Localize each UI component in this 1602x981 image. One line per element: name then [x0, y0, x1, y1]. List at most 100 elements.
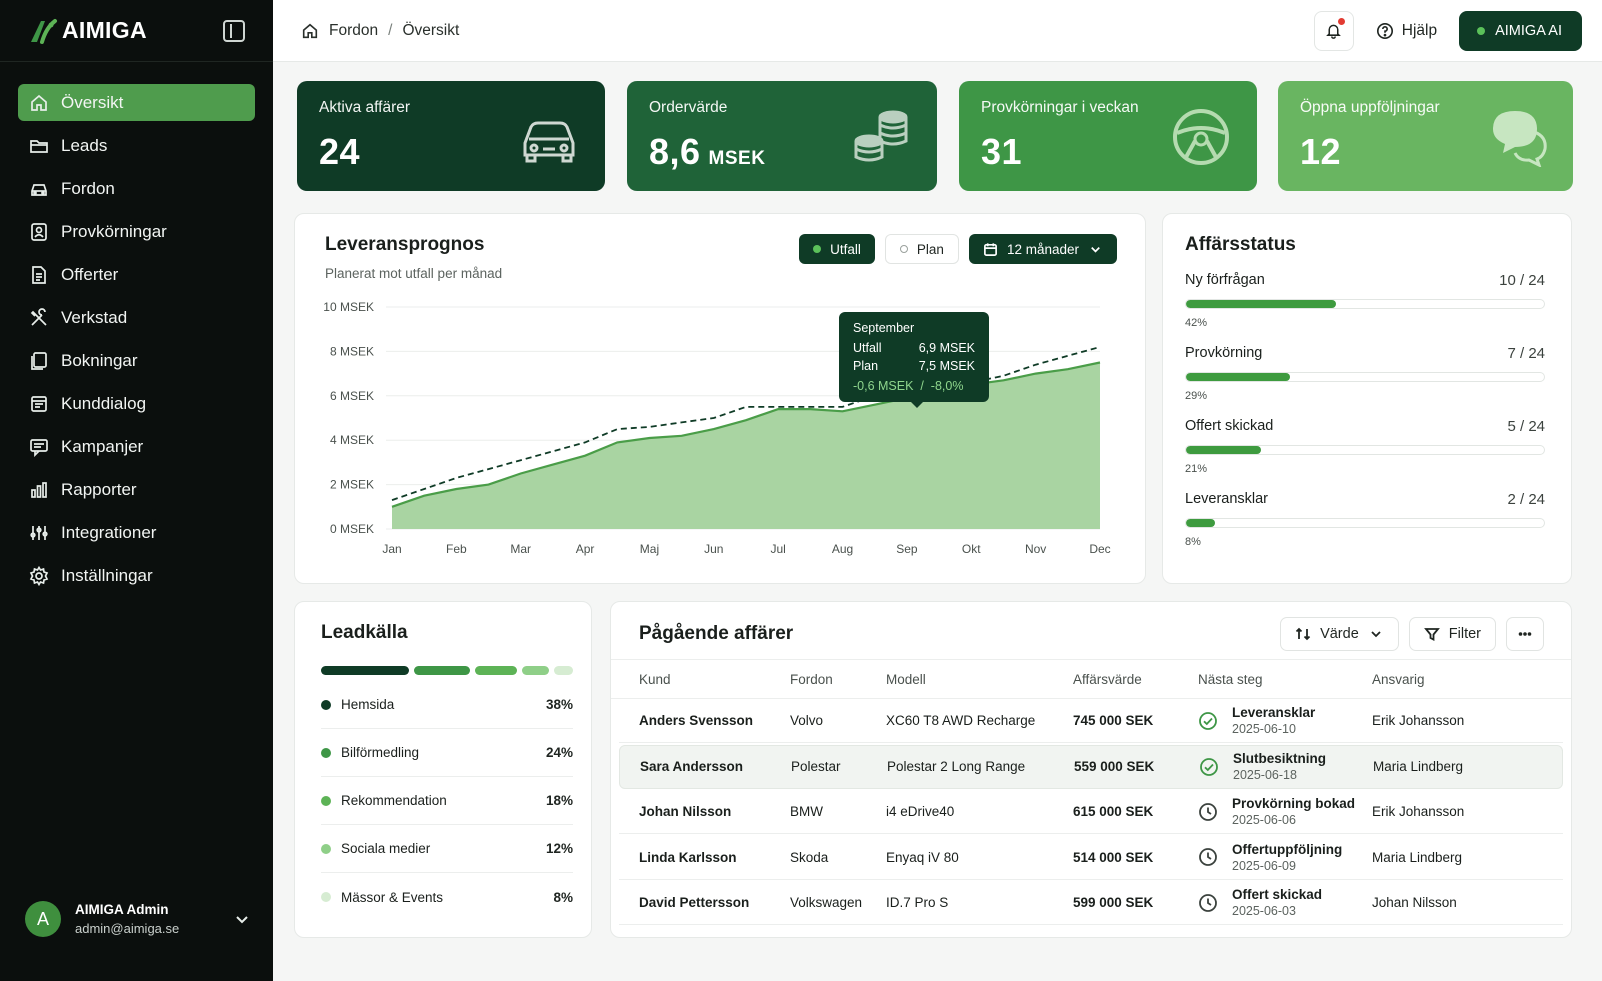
- copy-icon: [31, 351, 47, 370]
- kpi-card-order-value[interactable]: Ordervärde 8,6 MSEK: [627, 81, 937, 191]
- period-label: 12 månader: [1006, 241, 1079, 257]
- sidebar-nav: Översikt Leads Fordon Provkörningar Offerter…: [0, 62, 273, 594]
- clock-icon: [1199, 893, 1217, 912]
- lead-source-segment: [414, 666, 470, 675]
- kpi-card-test-drives[interactable]: Provkörningar i veckan 31: [959, 81, 1257, 191]
- delivery-forecast-panel: Leveransprognos Planerat mot utfall per …: [294, 213, 1146, 584]
- toggle-plan[interactable]: Plan: [884, 234, 959, 264]
- more-options-button[interactable]: [1506, 617, 1544, 651]
- cell-customer: Johan Nilsson: [639, 804, 732, 819]
- aimiga-ai-button[interactable]: AIMIGA AI: [1459, 10, 1582, 51]
- logo-row: AIMIGA: [0, 0, 273, 62]
- cell-next-step: Slutbesiktning 2025-06-18: [1199, 746, 1326, 788]
- x-tick-label: Apr: [576, 542, 595, 556]
- filter-button[interactable]: Filter: [1408, 617, 1496, 651]
- cell-brand: BMW: [790, 804, 823, 819]
- logo[interactable]: AIMIGA: [28, 16, 147, 46]
- lead-source-percent: 38%: [545, 697, 573, 712]
- legend-dot-actual: [813, 245, 822, 253]
- next-step-title: Offert skickad: [1232, 887, 1323, 902]
- kpi-value: 24: [319, 131, 361, 172]
- y-tick-label: 6 MSEK: [330, 389, 374, 403]
- sidebar-item-bokningar[interactable]: Bokningar: [18, 342, 255, 379]
- table-row[interactable]: Johan Nilsson BMW i4 eDrive40 615 000 SE…: [619, 790, 1563, 834]
- sidebar-item-label: Inställningar: [61, 565, 153, 585]
- column-header[interactable]: Ansvarig: [1372, 671, 1425, 687]
- column-header[interactable]: Fordon: [790, 671, 833, 687]
- sidebar-item-kunddialog[interactable]: Kunddialog: [18, 385, 255, 422]
- kpi-card-open-followups[interactable]: Öppna uppföljningar 12: [1278, 81, 1573, 191]
- sidebar-item-provk-rningar[interactable]: Provkörningar: [18, 213, 255, 250]
- x-tick-label: Aug: [832, 542, 853, 556]
- form-icon: [31, 395, 47, 412]
- cell-model: i4 eDrive40: [886, 804, 955, 819]
- toggle-actual-label: Utfall: [830, 241, 861, 257]
- notifications-button[interactable]: [1313, 10, 1354, 51]
- status-count: 10 / 24: [1499, 272, 1545, 289]
- forecast-chart: 0 MSEK 2 MSEK 4 MSEK 6 MSEK 8 MSEK 10 MSEK Jan…: [323, 300, 1110, 556]
- sort-button[interactable]: Värde: [1280, 617, 1399, 651]
- sidebar-item-fordon[interactable]: Fordon: [18, 170, 255, 207]
- next-step-title: Slutbesiktning: [1233, 751, 1327, 766]
- kpi-value: 8,6 MSEK: [649, 131, 766, 172]
- kpi-card-active-deals[interactable]: Aktiva affärer 24: [297, 81, 605, 191]
- breadcrumb: Fordon / Översikt: [301, 22, 459, 40]
- chevron-down-icon[interactable]: [234, 911, 250, 927]
- breadcrumb-separator: /: [388, 21, 393, 39]
- breadcrumb-item-fordon[interactable]: Fordon: [329, 21, 379, 39]
- user-menu[interactable]: A AIMIGA Admin admin@aimiga.se: [25, 901, 250, 937]
- sidebar-item-leads[interactable]: Leads: [18, 127, 255, 164]
- next-step-title: Leveransklar: [1232, 705, 1316, 720]
- sidebar-item-rapporter[interactable]: Rapporter: [18, 471, 255, 508]
- table-row[interactable]: David Pettersson Volkswagen ID.7 Pro S 5…: [619, 881, 1563, 925]
- home-icon[interactable]: [301, 22, 319, 40]
- table-row[interactable]: Anders Svensson Volvo XC60 T8 AWD Rechar…: [619, 699, 1563, 743]
- column-header[interactable]: Modell: [886, 671, 926, 687]
- column-header[interactable]: Kund: [639, 671, 671, 687]
- next-step-date: 2025-06-10: [1232, 722, 1296, 736]
- help-button[interactable]: Hjälp: [1376, 22, 1437, 40]
- column-header[interactable]: Affärsvärde: [1073, 671, 1142, 687]
- sidebar-item-label: Leads: [61, 135, 108, 155]
- status-count: 2 / 24: [1507, 491, 1545, 508]
- column-header[interactable]: Nästa steg: [1198, 671, 1263, 687]
- breadcrumb-item-current: Översikt: [402, 21, 460, 39]
- sidebar-item-kampanjer[interactable]: Kampanjer: [18, 428, 255, 465]
- cell-model: Enyaq iV 80: [886, 849, 959, 865]
- lead-source-label: Sociala medier: [341, 841, 431, 856]
- sort-icon: [1295, 627, 1311, 641]
- lead-source-row: Bilförmedling 24%: [321, 729, 573, 777]
- cell-model: ID.7 Pro S: [886, 895, 949, 910]
- lead-source-dot: [321, 795, 331, 806]
- lead-source-dot: [321, 843, 331, 854]
- sidebar-item-label: Rapporter: [61, 479, 137, 499]
- status-progress-bar: [1185, 299, 1545, 309]
- cell-next-step: Offertuppföljning 2025-06-09: [1198, 836, 1342, 879]
- lead-source-dot: [321, 699, 331, 710]
- lead-source-dot: [321, 892, 331, 902]
- period-select[interactable]: 12 månader: [968, 234, 1117, 264]
- kpi-label: Aktiva affärer: [319, 99, 411, 116]
- lead-source-dot: [321, 747, 331, 758]
- table-row[interactable]: Linda Karlsson Skoda Enyaq iV 80 514 000…: [619, 836, 1563, 880]
- chat-bubbles-icon: [1493, 111, 1547, 167]
- chevron-down-icon: [1091, 246, 1100, 253]
- lead-source-label: Bilförmedling: [341, 745, 420, 760]
- logo-text: AIMIGA: [62, 17, 147, 43]
- y-tick-label: 10 MSEK: [323, 300, 374, 314]
- next-step-title: Offertuppföljning: [1232, 841, 1343, 857]
- sidebar-toggle-icon[interactable]: [223, 19, 245, 42]
- tooltip-month: September: [853, 321, 915, 335]
- sidebar-item-integrationer[interactable]: Integrationer: [18, 514, 255, 551]
- cell-brand: Volvo: [790, 713, 824, 728]
- table-row[interactable]: Sara Andersson Polestar Polestar 2 Long …: [619, 744, 1563, 789]
- sidebar-item-verkstad[interactable]: Verkstad: [18, 299, 255, 336]
- sidebar-item--versikt[interactable]: Översikt: [18, 84, 255, 121]
- y-tick-label: 4 MSEK: [330, 433, 374, 447]
- sidebar-item-inst-llningar[interactable]: Inställningar: [18, 557, 255, 594]
- lead-source-list: Hemsida 38% Bilförmedling 24% Rekommendation…: [321, 681, 573, 921]
- sidebar-item-label: Verkstad: [61, 307, 128, 327]
- toggle-actual[interactable]: Utfall: [799, 234, 875, 264]
- sidebar-item-offerter[interactable]: Offerter: [18, 256, 255, 293]
- x-tick-label: Jan: [382, 542, 401, 556]
